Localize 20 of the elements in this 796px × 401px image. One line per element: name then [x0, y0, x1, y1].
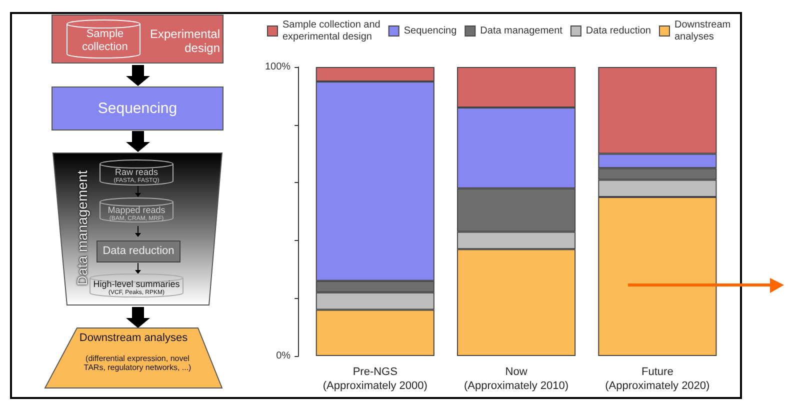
y-tick-label: 100%	[265, 62, 291, 72]
text: Downstream analyses	[78, 332, 189, 345]
legend-label: Sample collection and experimental design	[282, 20, 380, 42]
text: Data reduction	[102, 245, 176, 258]
x-tick-label: Future (Approximately 2020)	[605, 366, 710, 392]
text: Mapped reads	[106, 205, 166, 216]
text: Experimental design	[148, 27, 220, 56]
x-tick-label: Pre-NGS (Approximately 2000)	[322, 366, 428, 392]
text: Sample collection	[81, 28, 129, 54]
x-tick-label: Now (Approximately 2010)	[464, 366, 569, 392]
legend-label: Sequencing	[404, 26, 457, 36]
text: Raw reads	[114, 167, 160, 178]
text: High-level summaries	[93, 279, 180, 289]
legend-label: Data reduction	[586, 26, 651, 36]
legend-label: Data management	[480, 26, 563, 36]
text: Data management	[74, 169, 90, 288]
text: (differential expression, novel TARs, regulatory networks, ...)	[82, 354, 192, 372]
y-tick-label: 0%	[276, 350, 291, 362]
legend-label: Downstream analyses	[674, 20, 731, 42]
text: Sequencing	[96, 100, 178, 118]
